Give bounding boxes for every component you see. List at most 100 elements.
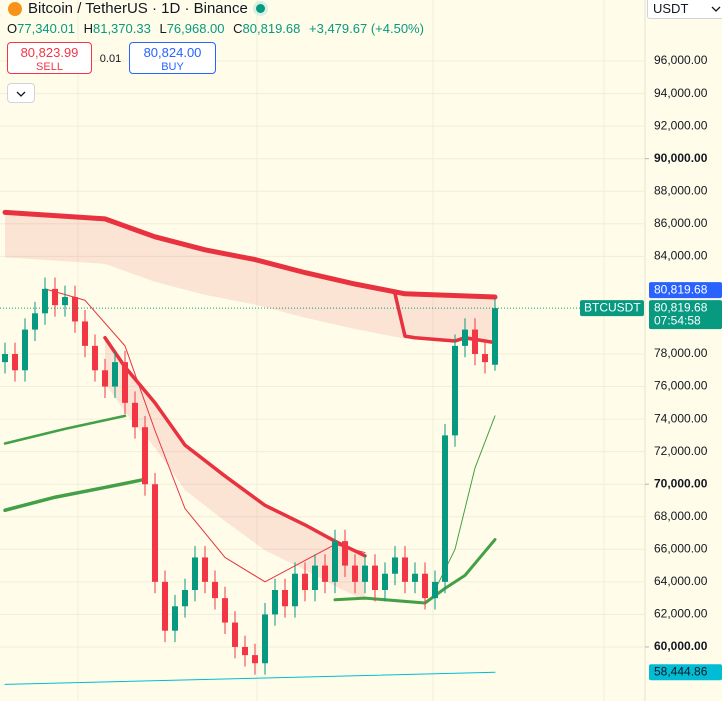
collapse-button[interactable] — [7, 83, 35, 103]
buy-label: BUY — [161, 61, 184, 73]
ohlc-value: 80,819.68 — [242, 21, 301, 36]
y-tick-label: 68,000.00 — [654, 509, 708, 523]
candle-body — [362, 565, 368, 582]
indicator-line — [3, 477, 147, 512]
ohlc-value: 76,968.00 — [166, 21, 225, 36]
band-fill — [105, 337, 365, 601]
coin-icon — [8, 1, 22, 16]
y-tick-label: 88,000.00 — [654, 183, 708, 197]
candle-body — [2, 353, 8, 363]
candle-body — [152, 484, 158, 582]
candle-body — [332, 541, 338, 582]
indicator-line — [44, 288, 366, 583]
sell-price: 80,823.99 — [20, 45, 79, 60]
buy-button[interactable]: 80,824.00 BUY — [129, 42, 216, 74]
candle-body — [392, 557, 398, 574]
candle-body — [442, 435, 448, 582]
candle-body — [262, 614, 268, 664]
y-tick-label: 86,000.00 — [654, 216, 708, 230]
candle-body — [62, 297, 68, 306]
currency: USDT — [653, 1, 689, 16]
candle-body — [22, 329, 28, 371]
candle-body — [432, 581, 438, 599]
candle-body — [182, 589, 188, 607]
candle-body — [282, 589, 288, 607]
chevron-icon — [711, 6, 721, 12]
candle-body — [492, 308, 498, 365]
candle-body — [82, 321, 88, 346]
y-tick-label: 84,000.00 — [654, 249, 708, 263]
ohlc-legend: O77,340.01 H81,370.33 L76,968.00 C80,819… — [7, 21, 429, 36]
currency-selector[interactable]: USDT — [647, 0, 722, 19]
y-tick-label: 96,000.00 — [654, 53, 708, 67]
candle-body — [302, 573, 308, 590]
candle-body — [52, 288, 58, 306]
candle-body — [102, 370, 108, 387]
candle-body — [402, 557, 408, 582]
candle-body — [312, 565, 318, 590]
y-tick-label: 94,000.00 — [654, 86, 708, 100]
ohlc-key: O — [7, 21, 18, 36]
y-tick-label: 92,000.00 — [654, 118, 708, 132]
indicators — [2, 209, 498, 685]
candle-body — [92, 345, 98, 371]
price-tag — [649, 664, 722, 681]
ohlc-value: 81,370.33 — [92, 21, 151, 36]
candle-body — [242, 646, 248, 656]
price-tag-label: 80,819.68 — [654, 300, 708, 314]
price-tag — [649, 282, 722, 299]
symbol-label: BTCUSDT — [584, 300, 641, 314]
indicator-line — [4, 671, 496, 685]
candle-body — [112, 362, 118, 387]
y-tick-label: 90,000.00 — [654, 151, 708, 165]
candle-body — [72, 297, 78, 322]
candle-body — [452, 345, 458, 436]
candle-body — [142, 427, 148, 485]
candle-body — [482, 353, 488, 363]
candle-body — [322, 565, 328, 582]
y-tick-label: 72,000.00 — [654, 444, 708, 458]
y-tick-label: 60,000.00 — [654, 639, 708, 653]
candle-body — [342, 541, 348, 566]
indicator-line — [393, 292, 497, 345]
ohlc-value: 77,340.01 — [17, 21, 75, 36]
indicator-line — [3, 414, 127, 445]
sell-button[interactable]: 80,823.99 SELL — [7, 42, 92, 74]
buy-price: 80,824.00 — [143, 45, 202, 60]
candle-body — [172, 606, 178, 631]
y-tick-label: 78,000.00 — [654, 346, 708, 360]
candle-body — [162, 581, 168, 631]
candle-body — [122, 362, 128, 403]
candle-body — [252, 655, 258, 664]
candle-body — [212, 581, 218, 599]
candle-body — [462, 329, 468, 346]
candle-body — [222, 598, 228, 623]
candle-body — [132, 402, 138, 428]
countdown-label: 07:54:58 — [654, 313, 701, 327]
y-tick-label: 74,000.00 — [654, 411, 708, 425]
price-tag — [649, 300, 722, 330]
symbol-title: Bitcoin / TetherUS · 1D · Binance — [28, 0, 248, 17]
candle-body — [422, 573, 428, 599]
candle-body — [352, 565, 358, 582]
y-tick-label: 66,000.00 — [654, 541, 708, 555]
y-tick-label: 64,000.00 — [654, 574, 708, 588]
candle-body — [12, 353, 18, 371]
candle-body — [42, 288, 48, 314]
market-status — [255, 4, 265, 13]
price-tag-label: 58,444.86 — [654, 664, 708, 678]
candle-body — [32, 313, 38, 330]
indicator-line — [2, 209, 498, 300]
candle-body — [202, 557, 208, 582]
indicator-line — [103, 335, 367, 558]
y-tick-label: 70,000.00 — [654, 476, 708, 490]
symbol-tag — [580, 300, 644, 317]
candle-body — [272, 589, 278, 615]
change: +3,479.67 (+4.50%) — [309, 21, 424, 36]
candle-body — [382, 573, 388, 590]
ohlc-key: L — [159, 21, 167, 36]
spread: 0.01 — [99, 53, 122, 65]
candle-body — [412, 573, 418, 582]
